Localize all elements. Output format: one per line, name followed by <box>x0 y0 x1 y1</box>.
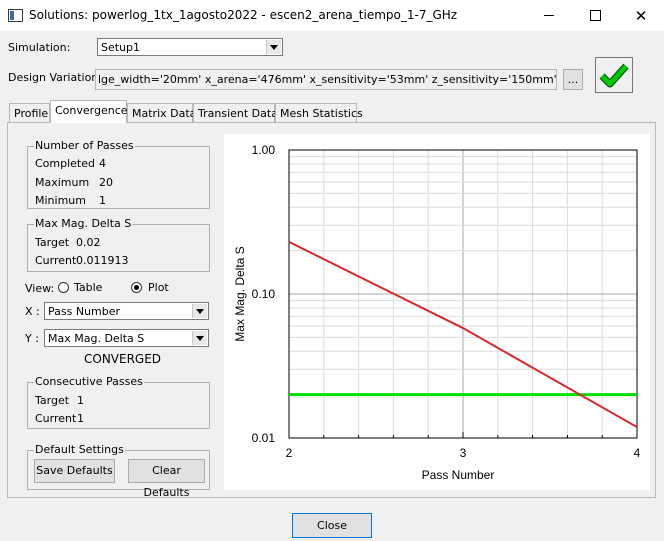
maximize-icon <box>589 10 601 21</box>
y-tick-label: 1.00 <box>252 143 276 157</box>
y-select-label: Y : <box>25 332 39 345</box>
close-button[interactable]: Close <box>292 513 372 538</box>
title-bar: Solutions: powerlog_1tx_1agosto2022 - es… <box>0 0 664 31</box>
tab-transient-data[interactable]: Transient Data <box>193 103 278 122</box>
maximize-button[interactable] <box>572 0 618 31</box>
status-check-indicator <box>595 57 633 93</box>
passes-group: Number of Passes Completed 4 Maximum 20 … <box>27 139 210 209</box>
default-settings-group: Default Settings Save Defaults Clear Def… <box>27 443 210 499</box>
simulation-select[interactable]: Setup1 <box>97 38 283 56</box>
tab-matrix-data[interactable]: Matrix Data <box>127 103 196 122</box>
y-axis-label: Max Mag. Delta S <box>233 246 247 341</box>
y-tick-label: 0.10 <box>252 287 276 301</box>
convergence-status: CONVERGED <box>84 352 162 366</box>
minimum-value: 1 <box>99 194 106 207</box>
view-plot-radio[interactable] <box>131 282 142 293</box>
delta-title: Max Mag. Delta S <box>34 217 133 230</box>
x-tick-label: 3 <box>460 446 467 460</box>
minimize-icon <box>544 15 554 16</box>
consecutive-title: Consecutive Passes <box>34 375 144 388</box>
maximum-label: Maximum <box>35 176 90 189</box>
consecutive-current-label: Current <box>35 412 77 425</box>
consecutive-current-value: 1 <box>77 412 84 425</box>
chevron-down-icon <box>192 331 207 345</box>
y-axis-select[interactable]: Max Mag. Delta S <box>44 329 209 347</box>
close-window-button[interactable]: ✕ <box>618 0 664 31</box>
maximum-value: 20 <box>99 176 113 189</box>
simulation-label: Simulation: <box>8 41 71 54</box>
x-tick-label: 4 <box>634 446 641 460</box>
chevron-down-icon <box>192 304 207 318</box>
window-title: Solutions: powerlog_1tx_1agosto2022 - es… <box>29 8 458 22</box>
series-line-1 <box>288 241 638 428</box>
minimize-button[interactable] <box>526 0 572 31</box>
design-variation-more-button[interactable]: ... <box>563 69 583 90</box>
app-icon <box>8 9 23 22</box>
delta-target-label: Target <box>35 236 70 249</box>
convergence-plot: 1.00 0.10 0.01 2 3 4 Pass Number Max Mag. Delta… <box>233 143 641 482</box>
completed-value: 4 <box>99 157 106 170</box>
delta-target-value: 0.02 <box>76 236 101 249</box>
check-icon <box>599 63 629 88</box>
clear-defaults-button[interactable]: Clear Defaults <box>128 459 205 499</box>
convergence-chart: 1.00 0.10 0.01 2 3 4 Pass Number Max Mag. Delta… <box>224 134 650 490</box>
save-defaults-button[interactable]: Save Defaults <box>34 459 115 483</box>
x-tick-label: 2 <box>286 446 293 460</box>
tab-convergence[interactable]: Convergence <box>50 100 128 123</box>
consecutive-target-value: 1 <box>77 394 84 407</box>
delta-current-value: 0.011913 <box>76 254 129 267</box>
tab-mesh-statistics[interactable]: Mesh Statistics <box>275 103 363 122</box>
chevron-down-icon <box>266 40 281 54</box>
delta-group: Max Mag. Delta S Target 0.02 Current 0.0… <box>27 217 210 272</box>
view-table-radio[interactable] <box>58 282 69 293</box>
x-axis-label: Pass Number <box>422 468 495 482</box>
view-table-label[interactable]: Table <box>74 281 103 294</box>
consecutive-group: Consecutive Passes Target 1 Current 1 <box>27 375 210 429</box>
tab-profile[interactable]: Profile <box>9 103 50 122</box>
design-variation-label: Design Variation: <box>8 71 102 84</box>
x-select-label: X : <box>25 305 40 318</box>
x-axis-select[interactable]: Pass Number <box>44 302 209 320</box>
completed-label: Completed <box>35 157 95 170</box>
default-settings-title: Default Settings <box>34 443 125 456</box>
passes-title: Number of Passes <box>34 139 135 152</box>
view-plot-label[interactable]: Plot <box>148 281 169 294</box>
consecutive-target-label: Target <box>35 394 70 407</box>
view-label: View: <box>25 282 55 295</box>
close-icon: ✕ <box>634 6 648 25</box>
design-variation-field[interactable]: lge_width='20mm' x_arena='476mm' x_sensi… <box>95 69 557 90</box>
y-tick-label: 0.01 <box>252 431 276 445</box>
delta-current-label: Current <box>35 254 77 267</box>
minimum-label: Minimum <box>35 194 86 207</box>
